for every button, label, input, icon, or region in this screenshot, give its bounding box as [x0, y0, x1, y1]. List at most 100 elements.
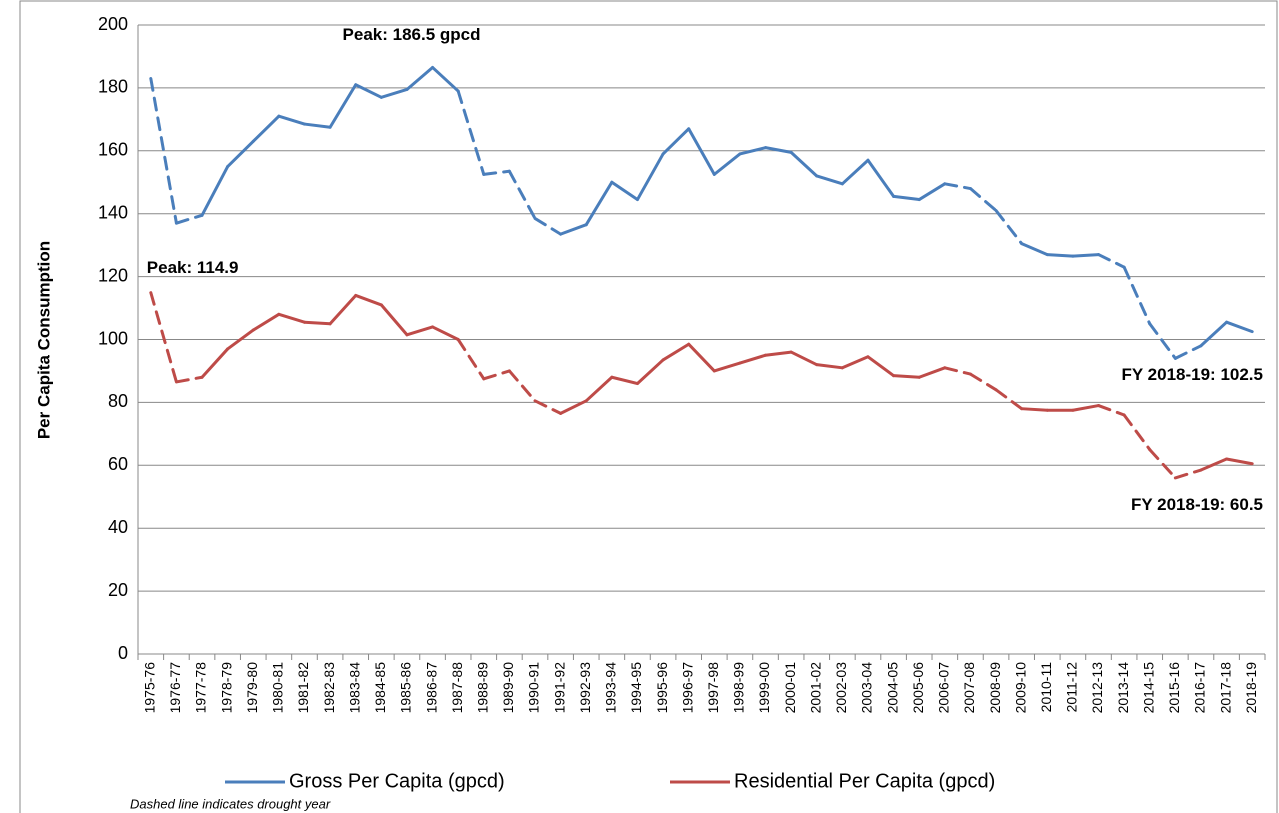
line-segment	[610, 180, 639, 202]
x-tick-label: 1992-93	[577, 662, 593, 714]
line-segment	[149, 291, 178, 384]
x-tick-label: 2013-14	[1115, 662, 1131, 714]
x-tick-label: 1998-99	[731, 662, 747, 714]
footnote: Dashed line indicates drought year	[130, 796, 331, 811]
line-segment	[1071, 404, 1101, 412]
y-tick-label: 80	[108, 391, 128, 411]
line-segment	[1225, 320, 1254, 334]
line-segment	[994, 388, 1024, 411]
y-tick-label: 20	[108, 580, 128, 600]
x-tick-label: 2017-18	[1217, 662, 1233, 714]
line-segment	[533, 399, 563, 415]
x-tick-label: 1996-97	[679, 662, 695, 714]
x-tick-label: 1999-00	[756, 662, 772, 714]
legend-label: Residential Per Capita (gpcd)	[734, 770, 995, 792]
line-segment	[968, 372, 998, 392]
line-segment	[482, 369, 511, 381]
line-segment	[661, 127, 691, 156]
line-segment	[738, 353, 768, 365]
x-tick-label: 2009-10	[1012, 662, 1028, 714]
x-tick-label: 1985-86	[398, 662, 414, 714]
x-tick-label: 2006-07	[936, 662, 952, 714]
x-tick-label: 1994-95	[628, 662, 644, 714]
x-tick-label: 1988-89	[474, 662, 490, 714]
line-segment	[892, 194, 921, 202]
x-tick-label: 2016-17	[1192, 662, 1208, 714]
x-tick-label: 2010-11	[1038, 662, 1054, 713]
line-segment	[149, 76, 178, 225]
annotation: FY 2018-19: 102.5	[1122, 365, 1263, 384]
line-segment	[251, 114, 281, 143]
line-segment	[840, 355, 870, 370]
line-segment	[764, 146, 793, 154]
x-tick-label: 1993-94	[603, 662, 619, 714]
x-tick-label: 2002-03	[833, 662, 849, 714]
line-segment	[379, 303, 409, 337]
x-tick-label: 1986-87	[423, 662, 439, 714]
x-tick-label: 1976-77	[167, 662, 183, 714]
line-segment	[1097, 404, 1126, 417]
y-axis-label: Per Capita Consumption	[34, 241, 53, 439]
line-segment	[1148, 448, 1177, 480]
line-segment	[789, 350, 819, 367]
line-segment	[559, 399, 588, 415]
line-segment	[302, 122, 332, 129]
line-segment	[968, 187, 998, 213]
annotation: Peak: 186.5 gpcd	[343, 25, 481, 44]
x-tick-label: 2007-08	[961, 662, 977, 714]
line-segment	[354, 293, 383, 307]
line-segment	[354, 83, 383, 99]
y-tick-label: 60	[108, 454, 128, 474]
line-segment	[1199, 320, 1229, 348]
x-tick-label: 1995-96	[654, 662, 670, 714]
line-segment	[456, 89, 486, 176]
x-tick-label: 1983-84	[346, 662, 362, 714]
x-tick-label: 2000-01	[782, 662, 798, 714]
line-segment	[226, 139, 255, 169]
line-segment	[1045, 253, 1075, 258]
y-tick-label: 180	[98, 77, 128, 97]
line-segment	[507, 169, 537, 220]
line-segment	[584, 180, 614, 227]
x-tick-label: 1984-85	[372, 662, 388, 714]
line-segment	[226, 328, 255, 351]
x-tick-label: 2003-04	[859, 662, 875, 714]
line-segment	[661, 342, 691, 362]
annotation: FY 2018-19: 60.5	[1131, 495, 1263, 514]
line-segment	[277, 114, 306, 126]
line-segment	[1020, 407, 1049, 412]
chart-frame	[19, 0, 1278, 813]
line-segment	[405, 65, 435, 91]
y-tick-label: 140	[98, 202, 128, 222]
x-tick-label: 1977-78	[193, 662, 209, 714]
line-segment	[840, 158, 870, 186]
line-segment	[687, 127, 716, 176]
line-segment	[1071, 253, 1101, 258]
line-segment	[1225, 457, 1254, 466]
x-tick-label: 2011-12	[1064, 662, 1080, 713]
line-segment	[277, 312, 306, 324]
x-tick-label: 1975-76	[142, 662, 158, 714]
line-segment	[1199, 457, 1229, 472]
line-segment	[917, 366, 947, 379]
line-segment	[687, 342, 716, 373]
line-segment	[1020, 242, 1049, 257]
x-tick-label: 1981-82	[295, 662, 311, 714]
line-segment	[456, 338, 486, 381]
line-segment	[712, 361, 742, 373]
line-segment	[764, 350, 793, 357]
line-segment	[200, 165, 230, 217]
line-segment	[738, 146, 768, 156]
line-segment	[200, 347, 230, 379]
x-tick-label: 1978-79	[218, 662, 234, 714]
line-segment	[302, 320, 332, 326]
annotation: Peak: 114.9	[147, 258, 239, 277]
line-segment	[1173, 468, 1203, 480]
x-tick-label: 2018-19	[1243, 662, 1259, 714]
x-tick-label: 1987-88	[449, 662, 465, 714]
y-tick-label: 200	[98, 14, 128, 34]
line-segment	[943, 182, 972, 191]
line-segment	[635, 358, 665, 386]
line-segment	[610, 375, 639, 386]
